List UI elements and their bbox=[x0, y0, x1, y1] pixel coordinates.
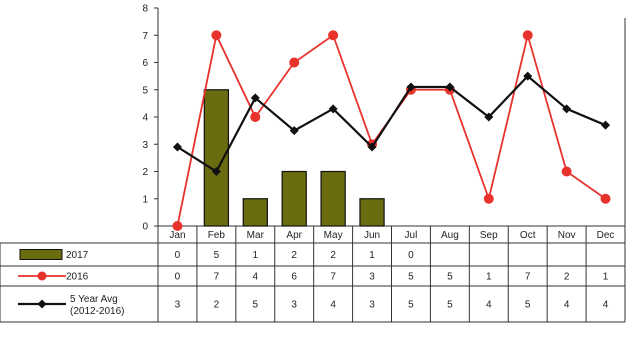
table-cell: 5 bbox=[447, 300, 453, 311]
point-5yr-avg bbox=[289, 126, 299, 136]
table-cell: 2 bbox=[214, 300, 220, 311]
table-cell: 4 bbox=[486, 300, 492, 311]
month-label: Apr bbox=[286, 230, 302, 241]
table-cell: 5 bbox=[253, 300, 259, 311]
y-tick-label: 7 bbox=[142, 31, 148, 42]
month-label: Mar bbox=[247, 230, 265, 241]
table-cell: 1 bbox=[253, 250, 259, 261]
table-cell: 4 bbox=[330, 300, 336, 311]
month-label: Nov bbox=[558, 230, 576, 241]
legend-marker-2016 bbox=[37, 271, 47, 281]
point-5yr-avg bbox=[562, 104, 572, 114]
legend-key-2017 bbox=[19, 249, 63, 260]
month-label: Dec bbox=[597, 230, 615, 241]
y-axis: 0 1 2 3 4 5 6 7 8 bbox=[142, 4, 158, 233]
point-2016 bbox=[600, 193, 611, 204]
point-5yr-avg bbox=[172, 142, 182, 152]
bars-2017 bbox=[203, 89, 385, 227]
y-tick-label: 2 bbox=[142, 167, 148, 178]
table-cell: 7 bbox=[214, 272, 220, 283]
legend-label: 2016 bbox=[66, 272, 89, 283]
point-2016 bbox=[561, 166, 572, 177]
point-2016 bbox=[289, 57, 300, 68]
legend-marker-5yr-avg bbox=[37, 299, 47, 309]
table-cell: 0 bbox=[408, 250, 414, 261]
y-tick-label: 6 bbox=[142, 58, 148, 69]
table-cell: 4 bbox=[253, 272, 259, 283]
point-5yr-avg bbox=[328, 104, 338, 114]
series-lines bbox=[172, 30, 611, 231]
table-cell: 7 bbox=[330, 272, 336, 283]
point-5yr-avg bbox=[523, 71, 533, 81]
month-label: Aug bbox=[441, 230, 459, 241]
bar-2017 bbox=[281, 170, 307, 227]
point-2016 bbox=[328, 30, 339, 41]
table-cell: 4 bbox=[603, 300, 609, 311]
point-2016 bbox=[250, 112, 261, 122]
table-cell: 5 bbox=[447, 272, 453, 283]
month-label: Jan bbox=[169, 230, 185, 241]
month-label: Jun bbox=[364, 230, 380, 241]
legend-label-line2: (2012-2016) bbox=[70, 306, 124, 317]
table-cell: 1 bbox=[486, 272, 492, 283]
table-cell: 3 bbox=[175, 300, 181, 311]
table-cell: 2 bbox=[330, 250, 336, 261]
legend-label: 5 Year Avg bbox=[70, 294, 118, 305]
point-5yr-avg bbox=[484, 112, 494, 122]
data-table: Jan Feb Mar Apr May Jun Jul Aug Sep Oct Nov Dec2017… bbox=[0, 226, 626, 323]
point-5yr-avg bbox=[445, 82, 455, 92]
table-cell: 3 bbox=[369, 300, 375, 311]
y-tick-label: 5 bbox=[142, 85, 148, 96]
table-cell: 2 bbox=[564, 272, 570, 283]
y-tick-label: 4 bbox=[142, 113, 148, 124]
month-label: Feb bbox=[208, 230, 226, 241]
month-label: Oct bbox=[520, 230, 536, 241]
table-cell: 5 bbox=[214, 250, 220, 261]
month-label: Jul bbox=[405, 230, 418, 241]
bar-2017 bbox=[320, 170, 346, 227]
y-tick-label: 1 bbox=[142, 194, 148, 205]
line-5yr-avg bbox=[176, 74, 606, 174]
table-cell: 4 bbox=[564, 300, 570, 311]
table-cell: 5 bbox=[408, 300, 414, 311]
table-cell: 1 bbox=[369, 250, 375, 261]
table-cell: 3 bbox=[369, 272, 375, 283]
table-cell: 0 bbox=[175, 272, 181, 283]
point-5yr-avg bbox=[367, 142, 377, 152]
point-5yr-avg bbox=[250, 93, 260, 103]
y-tick-label: 3 bbox=[142, 140, 148, 151]
point-2016 bbox=[522, 30, 533, 41]
table-cell: 1 bbox=[603, 272, 609, 283]
table-cell: 7 bbox=[525, 272, 531, 283]
point-2016 bbox=[211, 30, 222, 41]
table-cell: 0 bbox=[175, 250, 181, 261]
table-cell: 3 bbox=[291, 300, 297, 311]
month-label: Sep bbox=[480, 230, 498, 241]
table-cell: 2 bbox=[291, 250, 297, 261]
bar-2017 bbox=[242, 198, 268, 227]
table-cell: 6 bbox=[291, 272, 297, 283]
bar-2017 bbox=[359, 198, 385, 227]
table-cell: 5 bbox=[408, 272, 414, 283]
y-tick-label: 0 bbox=[142, 222, 148, 233]
point-2016 bbox=[483, 193, 494, 204]
point-5yr-avg bbox=[601, 120, 611, 130]
point-5yr-avg bbox=[406, 82, 416, 92]
point-2016 bbox=[172, 221, 183, 231]
line-2016 bbox=[176, 31, 607, 227]
point-5yr-avg bbox=[211, 167, 221, 176]
table-cell: 5 bbox=[525, 300, 531, 311]
month-label: May bbox=[324, 230, 343, 241]
legend-label: 2017 bbox=[66, 250, 89, 261]
y-tick-label: 8 bbox=[142, 4, 148, 15]
